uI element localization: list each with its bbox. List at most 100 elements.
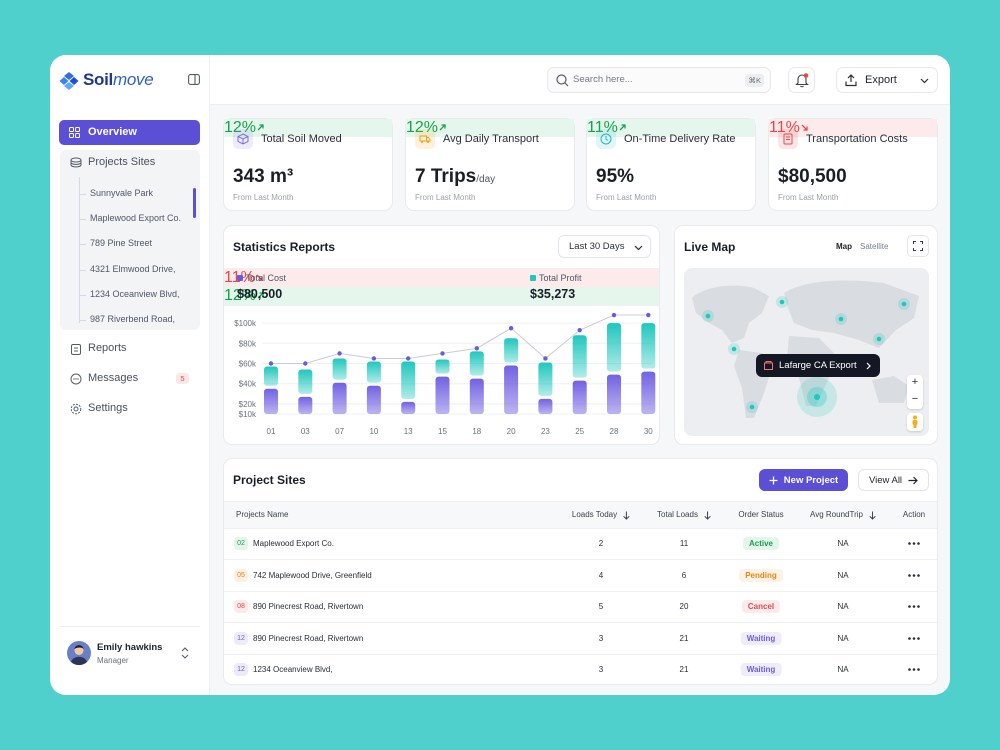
export-icon-shape (845, 81, 857, 87)
nav-settings[interactable]: Settings (88, 402, 128, 414)
notification-button[interactable] (788, 67, 815, 93)
stat-note: From Last Month (415, 193, 476, 202)
x-tick-label: 25 (575, 427, 584, 436)
button-label: New Project (783, 474, 839, 486)
trend-point (646, 312, 651, 318)
search-box[interactable]: Search here... ⌘K (547, 67, 771, 93)
nav-messages[interactable]: Messages (88, 372, 139, 384)
user-switch-shape (181, 647, 189, 659)
zoom-out[interactable]: − (911, 393, 919, 405)
x-tick-label: 01 (267, 427, 276, 436)
nav-label[interactable]: Projects Sites (88, 156, 156, 168)
range-label: Last 30 Days (569, 241, 625, 252)
bar-segment (607, 374, 621, 414)
nav-settings-icon-shape (70, 403, 82, 415)
project-site-link[interactable]: 987 Riverbend Road, (90, 314, 176, 324)
x-tick-label: 03 (301, 427, 310, 436)
trend-point (371, 356, 377, 361)
bell-icon-shape (800, 85, 804, 88)
project-site-link[interactable]: 4321 Elmwood Drive, (90, 263, 176, 274)
project-name: 742 Maplewood Drive, Greenfield (253, 570, 372, 580)
legend-label: Total Profit (539, 273, 582, 283)
column-header[interactable]: Avg RoundTrip (810, 502, 876, 528)
row-actions-shape (912, 668, 916, 671)
statistics-card: Statistics Reports Last 30 Days Total Cost… (223, 225, 660, 445)
column-header: Order Status (738, 502, 783, 528)
world-map-shape (779, 299, 785, 305)
stat-icon-box (778, 129, 798, 149)
tree-line (79, 177, 80, 323)
export-button[interactable]: Export (836, 67, 938, 93)
sidebar-toggle (188, 74, 200, 85)
map-card: Live Map Map Satellite Lafarge CA Export + − (674, 225, 938, 445)
column-header[interactable]: Loads Today (572, 502, 630, 528)
user-avatar-shape (71, 656, 87, 665)
projects-icon-shape (70, 157, 82, 163)
change-badge: 11% (224, 269, 659, 287)
user-switch (181, 647, 189, 659)
project-site-link[interactable]: Sunnyvale Park (90, 188, 154, 198)
map-title: Live Map (684, 240, 736, 254)
logo-shape (64, 82, 74, 90)
row-actions-shape (908, 668, 911, 671)
bar-segment (298, 369, 313, 394)
nav-reports[interactable]: Reports (88, 342, 127, 354)
chevron-down-shape (634, 245, 643, 251)
trend-point (577, 327, 582, 333)
bar-segment (435, 359, 450, 374)
trend-point (508, 325, 514, 331)
top-bar: Search here... ⌘K Export (210, 55, 950, 105)
trend-point (337, 351, 342, 356)
world-map-shape (838, 316, 844, 322)
map-tab[interactable]: Map (836, 242, 852, 251)
site-icon-shape (765, 361, 772, 363)
stat-icon-shape (237, 133, 249, 145)
nav-overview[interactable]: Overview (59, 120, 200, 145)
world-map-shape (705, 313, 711, 319)
search-icon (556, 74, 569, 87)
row-actions-shape (912, 542, 916, 545)
nav-messages-icon (70, 373, 82, 385)
map-tab[interactable]: Satellite (860, 242, 889, 251)
nav-reports-icon (71, 344, 81, 355)
user-name: Emily hawkins (97, 642, 163, 653)
trend-icon (439, 124, 446, 131)
active-indicator (193, 188, 196, 218)
fullscreen-button[interactable] (907, 235, 929, 257)
trend-point (474, 346, 479, 351)
bar-segment (538, 362, 553, 396)
projects-icon-shape (70, 160, 82, 168)
trend-point (406, 356, 411, 361)
column-header[interactable]: Total Loads (657, 502, 711, 528)
project-name: 1234 Oceanview Blvd, (253, 665, 333, 674)
project-name: 890 Pinecrest Road, Rivertown (253, 633, 364, 643)
trend-point (611, 312, 617, 318)
tree-branch (79, 194, 86, 195)
shortcut-hint: ⌘K (745, 74, 764, 87)
view-all-button[interactable]: View All (858, 469, 929, 491)
stat-icon-shape (427, 141, 429, 143)
zoom-in[interactable]: + (911, 376, 919, 388)
street-view[interactable] (907, 413, 923, 431)
bar-segment (641, 371, 656, 414)
trend-icon-shape (256, 274, 263, 281)
range-dropdown[interactable]: Last 30 Days (558, 235, 651, 258)
x-tick-label: 28 (610, 427, 619, 436)
project-site-link[interactable]: Maplewood Export Co. (90, 213, 182, 224)
chevron-down (920, 78, 929, 84)
cell: 21 (679, 633, 689, 643)
map-tooltip[interactable]: Lafarge CA Export (756, 354, 880, 377)
change-badge: 12% (224, 287, 659, 305)
stat-unit: /day (476, 174, 496, 185)
row-actions-shape (917, 573, 920, 577)
project-site-link[interactable]: 789 Pine Street (90, 238, 153, 249)
new-project-button[interactable]: New Project (759, 469, 848, 491)
nav-messages-icon-shape (73, 378, 75, 380)
x-tick-label: 30 (644, 427, 653, 436)
bar-segment (607, 323, 621, 372)
y-tick-label: $20k (239, 400, 257, 409)
project-site-link[interactable]: 1234 Oceanview Blvd, (90, 288, 180, 299)
x-tick-label: 07 (335, 427, 344, 436)
arrow-right (908, 476, 918, 484)
column-label: Avg RoundTrip (810, 510, 863, 519)
